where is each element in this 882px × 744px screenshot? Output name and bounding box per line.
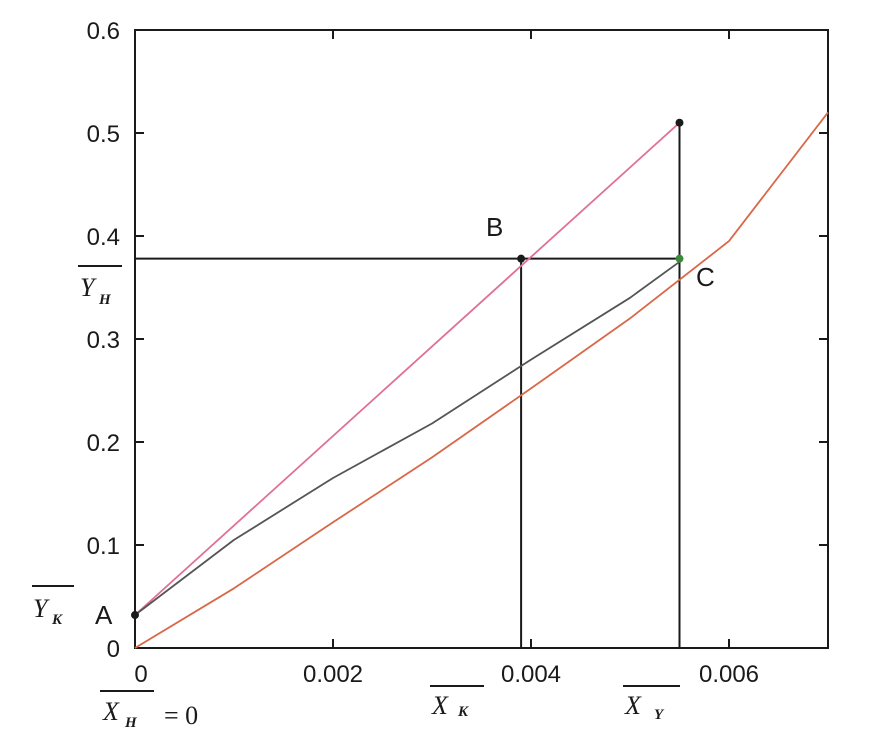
x-tick-label: 0.006: [699, 661, 759, 688]
series-line-1: [134, 122, 681, 616]
y-tick-label: 0.4: [87, 224, 120, 251]
x-k-main: X: [431, 691, 449, 720]
x-h-sub: H: [124, 715, 138, 731]
plot-frame: [134, 29, 829, 649]
y-h-sub: H: [98, 292, 112, 308]
data-point-b: [517, 254, 526, 263]
x-h-main: X: [102, 697, 120, 726]
x-tick-label: 0.004: [501, 661, 561, 688]
y-h-annotation: Y H: [78, 265, 122, 308]
x-h-suffix: = 0: [164, 701, 198, 730]
data-point-a: [131, 611, 139, 620]
point-label-a: A: [95, 600, 113, 630]
x-tick-label: 0.002: [303, 661, 363, 688]
y-k-sub: K: [51, 612, 63, 628]
data-point-c: [675, 254, 684, 263]
x-k-sub: K: [457, 704, 469, 720]
x-y-main: X: [624, 691, 642, 720]
y-h-main: Y: [80, 273, 97, 302]
x-k-annotation: X K: [430, 685, 484, 720]
x-h-annotation: X H = 0: [100, 690, 198, 731]
x-tick-label: 0: [134, 661, 147, 688]
y-tick-label: 0.3: [87, 327, 120, 354]
series-layer: [134, 111, 829, 649]
y-tick-label: 0.5: [87, 121, 120, 148]
points-layer: [131, 118, 684, 620]
y-k-main: Y: [33, 594, 50, 623]
y-tick-label: 0: [107, 636, 120, 663]
point-label-b: B: [486, 212, 503, 242]
y-tick-label: 0.6: [87, 18, 120, 45]
y-tick-label: 0.1: [87, 533, 120, 560]
series-line-3: [134, 111, 829, 649]
x-y-sub: Y: [654, 707, 665, 723]
point-label-c: C: [696, 262, 715, 292]
y-k-annotation: Y K: [32, 585, 74, 628]
ticks-layer: 0 0.1 0.2 0.3 0.4 0.5 0.6 0 0.002 0.004 0.006: [87, 18, 828, 688]
data-point-top: [675, 118, 684, 127]
series-line-2: [134, 261, 681, 616]
y-tick-label: 0.2: [87, 430, 120, 457]
construction-lines: [135, 122, 681, 648]
x-y-annotation: X Y: [623, 685, 680, 723]
